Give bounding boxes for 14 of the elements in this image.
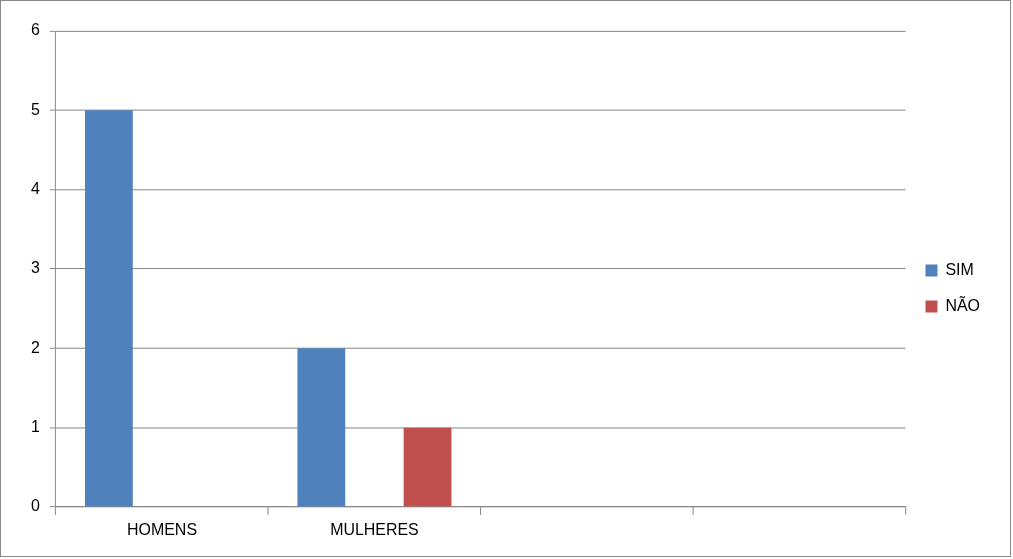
bar <box>403 427 452 507</box>
y-tick-label: 4 <box>30 179 40 197</box>
y-tick-label: 3 <box>30 259 40 277</box>
bar <box>85 110 133 507</box>
x-tick-label: MULHERES <box>330 520 419 538</box>
legend-label: SIM <box>945 260 974 278</box>
y-tick-label: 0 <box>30 497 40 515</box>
y-tick-label: 1 <box>30 418 40 436</box>
bar <box>297 348 346 507</box>
y-tick-label: 6 <box>30 21 40 39</box>
y-tick-label: 2 <box>30 338 40 356</box>
y-tick-label: 5 <box>30 100 40 118</box>
x-tick-label: HOMENS <box>127 520 198 538</box>
legend-label: NÃO <box>945 294 981 314</box>
